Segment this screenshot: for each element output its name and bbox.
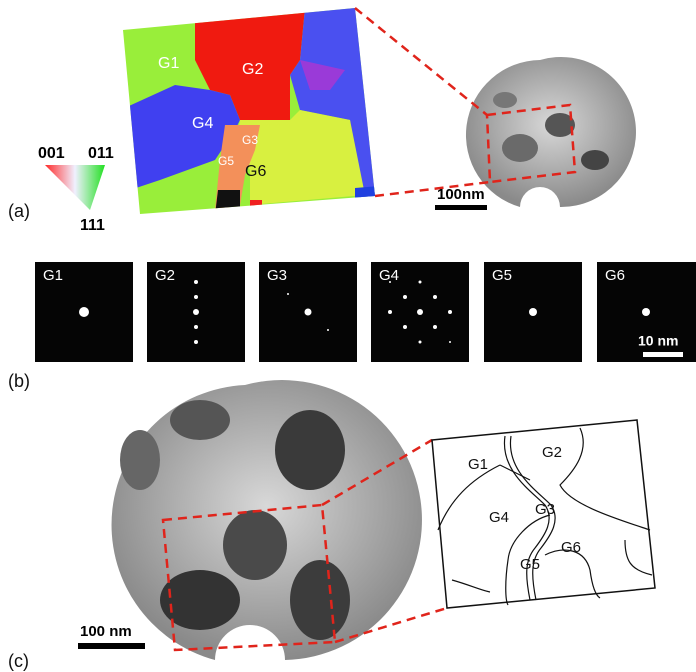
diffraction-spot xyxy=(194,280,198,284)
diffraction-spot xyxy=(417,309,423,315)
panel-label: (a) xyxy=(8,201,30,221)
orientation-map xyxy=(110,0,390,220)
ipf-triangle xyxy=(45,165,105,210)
diffraction-spot xyxy=(433,295,437,299)
diffraction-spot xyxy=(388,310,392,314)
grain-label: G3 xyxy=(242,133,258,147)
shape xyxy=(120,430,160,490)
pattern-label: G3 xyxy=(267,267,287,284)
diffraction-spot xyxy=(403,295,407,299)
grain-label: G5 xyxy=(520,556,540,573)
shape xyxy=(560,428,650,530)
shape xyxy=(235,110,365,205)
shape xyxy=(500,465,530,480)
shape xyxy=(275,410,345,490)
grain-label: G1 xyxy=(468,456,488,473)
pattern-label: G5 xyxy=(492,267,512,284)
scale-bar xyxy=(78,643,145,649)
shape xyxy=(223,510,287,580)
diffraction-spot xyxy=(194,325,198,329)
grain-label: G6 xyxy=(245,163,266,180)
scale-bar-label: 100nm xyxy=(437,186,485,203)
panel-label: (c) xyxy=(8,651,29,671)
ipf-label: 001 xyxy=(38,145,65,162)
grain-label: G2 xyxy=(242,61,263,78)
shape xyxy=(493,92,517,108)
pattern-label: G2 xyxy=(155,267,175,284)
ipf-label: 111 xyxy=(80,217,105,234)
figure: G1 G2 G3 G4 G5 G6 001 011 111 (a) 100nm … xyxy=(0,0,696,672)
grain-label: G5 xyxy=(218,154,234,168)
scale-bar xyxy=(435,205,487,210)
scale-bar-label: 100 nm xyxy=(80,623,132,640)
shape xyxy=(581,150,609,170)
shape xyxy=(502,134,538,162)
diffraction-spot xyxy=(194,295,198,299)
diffraction-spot xyxy=(419,341,422,344)
shape: G1 G2 G3 G4 G5 G6 xyxy=(468,444,581,573)
diffraction-spot xyxy=(79,307,89,317)
grain-label: G2 xyxy=(542,444,562,461)
shape xyxy=(452,580,490,592)
shape xyxy=(545,550,600,598)
shape xyxy=(250,200,262,212)
shape xyxy=(625,540,652,575)
panel-label: (b) xyxy=(8,371,30,391)
pattern-label: G4 xyxy=(379,267,399,284)
pattern-label: G1 xyxy=(43,267,63,284)
shape xyxy=(170,400,230,440)
scale-bar-label: 10 nm xyxy=(638,333,678,349)
diffraction-spot xyxy=(305,309,312,316)
grain-label: G1 xyxy=(158,55,179,72)
diffraction-spot xyxy=(529,308,537,316)
grain-label: G3 xyxy=(535,501,555,518)
pattern-label: G6 xyxy=(605,267,625,284)
diffraction-spot xyxy=(419,281,422,284)
grain-label: G4 xyxy=(192,115,213,132)
dashed-outline xyxy=(355,8,487,115)
diffraction-spot xyxy=(193,309,199,315)
shape xyxy=(290,560,350,640)
diffraction-spot xyxy=(403,325,407,329)
grain-label: G6 xyxy=(561,539,581,556)
shape xyxy=(215,190,240,215)
shape: G1 G2 G3 G4 G5 G6 10 nm xyxy=(35,262,696,362)
diffraction-spot xyxy=(448,310,452,314)
grain-label: G4 xyxy=(489,509,509,526)
scale-bar xyxy=(643,352,683,357)
diffraction-spot xyxy=(433,325,437,329)
diffraction-spot xyxy=(327,329,329,331)
ipf-label: 011 xyxy=(88,145,114,162)
diffraction-spot xyxy=(287,293,289,295)
diffraction-spot xyxy=(642,308,650,316)
diffraction-spot xyxy=(194,340,198,344)
diffraction-spot xyxy=(449,341,451,343)
